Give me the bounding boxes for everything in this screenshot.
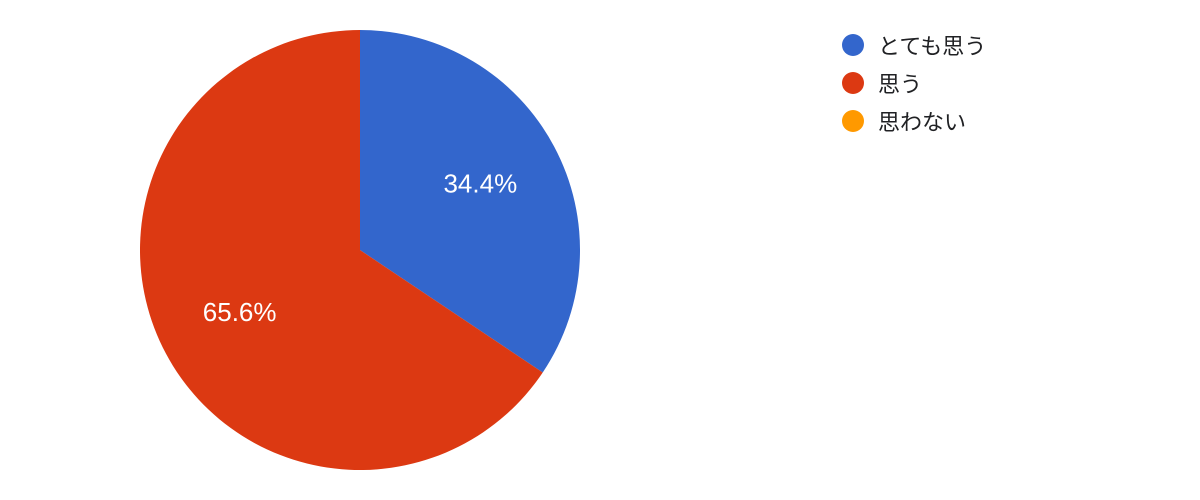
pie-slice-label: 34.4% — [443, 169, 517, 199]
legend-dot-icon — [842, 72, 864, 94]
legend-item[interactable]: とても思う — [842, 28, 986, 62]
legend-label: 思う — [878, 67, 922, 99]
pie-chart: 34.4% 65.6% — [140, 30, 580, 470]
legend: とても思う思う思わない — [842, 28, 986, 142]
pie-slice-label: 65.6% — [203, 297, 277, 327]
legend-label: とても思う — [878, 29, 986, 61]
legend-item[interactable]: 思わない — [842, 104, 986, 138]
legend-label: 思わない — [878, 105, 966, 137]
legend-dot-icon — [842, 110, 864, 132]
chart-stage: 34.4% 65.6% とても思う思う思わない — [0, 0, 1200, 500]
legend-dot-icon — [842, 34, 864, 56]
pie-svg: 34.4% 65.6% — [140, 30, 580, 470]
legend-item[interactable]: 思う — [842, 66, 986, 100]
